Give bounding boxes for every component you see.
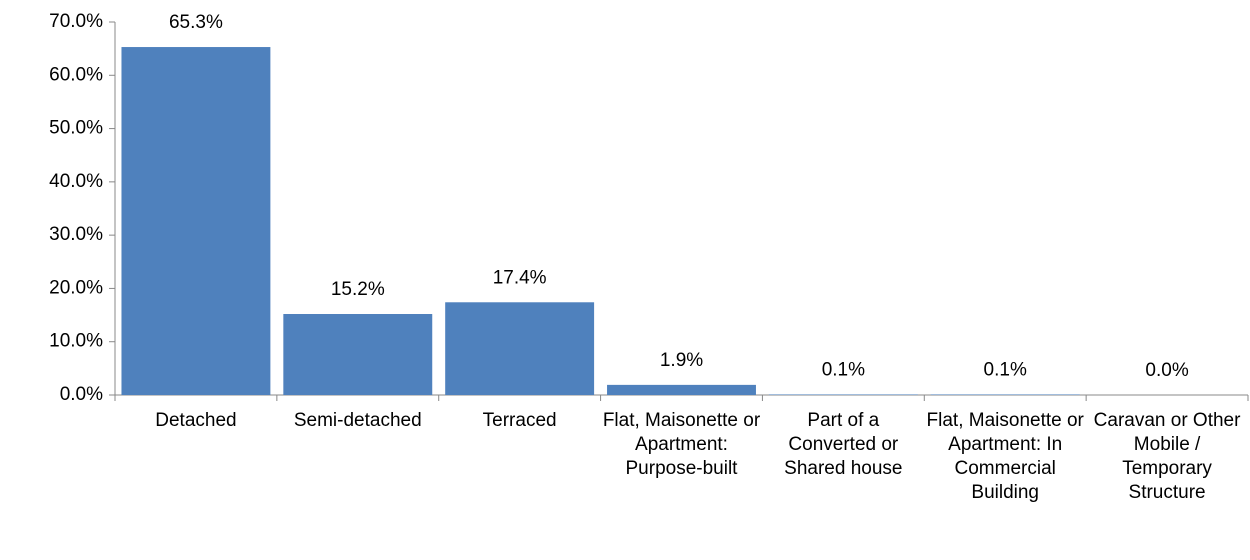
bar [607, 384, 756, 395]
x-tick-label: Flat, Maisonette or Apartment: Purpose-b… [602, 410, 761, 479]
value-label: 0.0% [1145, 360, 1188, 381]
y-tick-label: 10.0% [49, 331, 103, 352]
y-tick-label: 40.0% [49, 171, 103, 192]
x-tick-label: Terraced [482, 410, 557, 431]
y-tick-label: 20.0% [49, 277, 103, 298]
value-label: 0.1% [984, 359, 1027, 380]
bar [768, 394, 918, 395]
value-label: 1.9% [660, 350, 703, 371]
bar [445, 302, 595, 395]
y-tick-label: 0.0% [60, 384, 103, 405]
value-label: 0.1% [822, 359, 865, 380]
y-tick-label: 30.0% [49, 224, 103, 245]
x-tick-label: Flat, Maisonette or Apartment: In Commer… [926, 410, 1084, 503]
bar [121, 47, 271, 396]
y-tick-label: 50.0% [49, 118, 103, 139]
value-label: 15.2% [331, 279, 385, 300]
y-tick-label: 70.0% [49, 11, 103, 32]
value-label: 17.4% [493, 267, 547, 288]
bar [930, 394, 1080, 395]
value-label: 65.3% [169, 12, 223, 33]
x-tick-label: Caravan or Other Mobile / Temporary Stru… [1093, 410, 1241, 503]
x-tick-label: Detached [155, 410, 237, 431]
bar [283, 314, 433, 395]
x-tick-label: Semi-detached [293, 410, 422, 431]
x-tick-label: Part of a Converted or Shared house [784, 410, 903, 479]
y-tick-label: 60.0% [49, 64, 103, 85]
